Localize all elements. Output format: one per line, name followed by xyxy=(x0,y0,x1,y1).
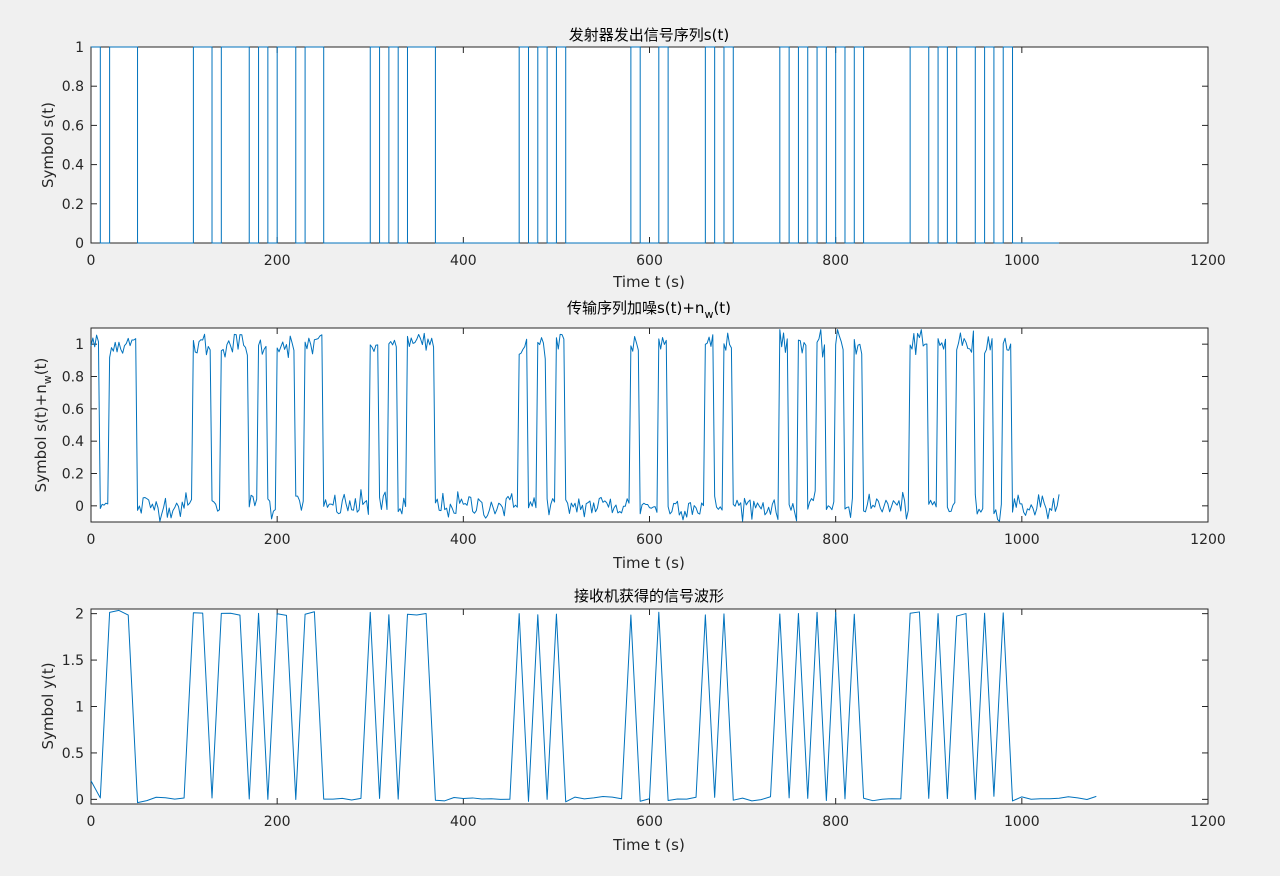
x-tick-label: 600 xyxy=(636,532,663,548)
y-axis-label: Symbol s(t)+nw(t) xyxy=(32,358,54,493)
x-axis-label: Time t (s) xyxy=(612,554,685,572)
subplot-noisy-signal: 0 200 400 600 800 1000 1200 0 0.2 0.4 0.6 0.8 1 传输序… xyxy=(32,299,1226,572)
x-tick-label: 600 xyxy=(636,814,663,830)
x-tick-label: 800 xyxy=(822,814,849,830)
chart-title: 传输序列加噪s(t)+nw(t) xyxy=(567,299,731,321)
y-tick-label: 2 xyxy=(75,607,84,623)
y-tick-label: 0.6 xyxy=(62,402,84,418)
x-tick-label: 0 xyxy=(87,814,96,830)
y-ticks: 0 0.5 1 1.5 2 xyxy=(62,607,1208,808)
x-tick-label: 400 xyxy=(450,532,477,548)
x-axis-label: Time t (s) xyxy=(612,273,685,291)
x-tick-label: 1200 xyxy=(1190,814,1226,830)
y-tick-label: 0.4 xyxy=(62,434,84,450)
y-ticks: 0 0.2 0.4 0.6 0.8 1 xyxy=(62,337,1208,515)
x-tick-label: 0 xyxy=(87,253,96,269)
series-line xyxy=(90,329,1060,522)
x-tick-label: 800 xyxy=(822,532,849,548)
x-tick-label: 600 xyxy=(636,253,663,269)
y-tick-label: 1 xyxy=(75,337,84,353)
x-ticks: 0 200 400 600 800 1000 1200 xyxy=(87,47,1226,269)
y-tick-label: 0.4 xyxy=(62,158,84,174)
y-tick-label: 1 xyxy=(75,700,84,716)
subplot-received-waveform: 0 200 400 600 800 1000 1200 0 0.5 1 1.5 2 接收机获得的信号… xyxy=(39,587,1226,854)
y-tick-label: 0 xyxy=(75,236,84,252)
subplot-transmitted-signal: 0 200 400 600 800 1000 1200 0 0.2 0.4 0.6 0.8 1 发射器… xyxy=(39,26,1226,291)
ylabel-main: Symbol s(t)+n xyxy=(32,384,50,492)
y-ticks: 0 0.2 0.4 0.6 0.8 1 xyxy=(62,40,1208,252)
y-tick-label: 0 xyxy=(75,792,84,808)
ylabel-subscript: w xyxy=(41,375,54,384)
x-tick-label: 800 xyxy=(822,253,849,269)
chart-title: 接收机获得的信号波形 xyxy=(574,587,724,605)
x-axis-label: Time t (s) xyxy=(612,836,685,854)
y-axis-label: Symbol y(t) xyxy=(39,662,57,749)
y-tick-label: 1.5 xyxy=(62,653,84,669)
series-line xyxy=(91,46,1060,244)
y-tick-label: 0.2 xyxy=(62,197,84,213)
y-tick-label: 0.6 xyxy=(62,118,84,134)
series-line xyxy=(90,609,1097,804)
y-tick-label: 0.8 xyxy=(62,370,84,386)
x-tick-label: 200 xyxy=(264,814,291,830)
x-ticks: 0 200 400 600 800 1000 1200 xyxy=(87,328,1226,548)
x-tick-label: 1000 xyxy=(1004,814,1040,830)
x-tick-label: 400 xyxy=(450,814,477,830)
y-tick-label: 0.5 xyxy=(62,746,84,762)
x-tick-label: 0 xyxy=(87,532,96,548)
x-tick-label: 1200 xyxy=(1190,253,1226,269)
x-tick-label: 1200 xyxy=(1190,532,1226,548)
x-tick-label: 1000 xyxy=(1004,253,1040,269)
y-tick-label: 0 xyxy=(75,499,84,515)
title-tail: (t) xyxy=(713,299,731,317)
x-tick-label: 200 xyxy=(264,253,291,269)
y-tick-label: 0.2 xyxy=(62,467,84,483)
x-tick-label: 400 xyxy=(450,253,477,269)
y-tick-label: 1 xyxy=(75,40,84,56)
plot-area xyxy=(90,608,1209,805)
title-subscript: w xyxy=(704,308,713,321)
chart-title: 发射器发出信号序列s(t) xyxy=(569,26,729,44)
ylabel-tail: (t) xyxy=(32,358,50,376)
x-tick-label: 1000 xyxy=(1004,532,1040,548)
x-tick-label: 200 xyxy=(264,532,291,548)
title-main: 传输序列加噪s(t)+n xyxy=(567,299,704,317)
y-tick-label: 0.8 xyxy=(62,79,84,95)
y-axis-label: Symbol s(t) xyxy=(39,102,57,188)
